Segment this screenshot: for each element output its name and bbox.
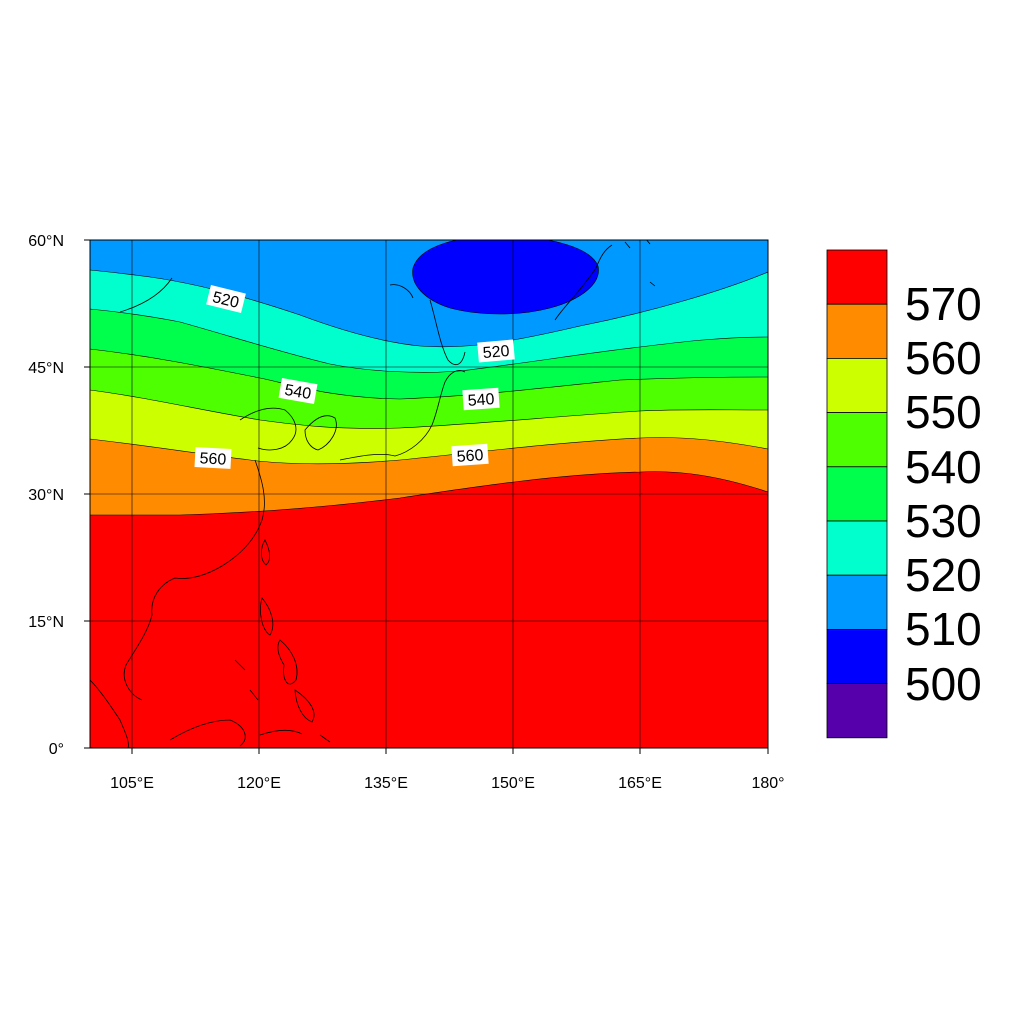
legend-label: 500 bbox=[905, 658, 982, 710]
legend-box-530 bbox=[826, 466, 888, 522]
legend-box-550 bbox=[826, 357, 888, 413]
lat-tick-label: 45°N bbox=[28, 360, 64, 377]
contour-label: 540 bbox=[462, 387, 500, 411]
contour-labels: 520 520 540 540 560 560 bbox=[194, 284, 515, 469]
lat-tick-label: 60°N bbox=[28, 233, 64, 250]
legend-box-520 bbox=[826, 520, 888, 576]
lat-tick-label: 0° bbox=[49, 741, 64, 758]
svg-text:540: 540 bbox=[467, 391, 495, 410]
legend-box-510 bbox=[826, 574, 888, 630]
contour-label: 560 bbox=[194, 447, 232, 469]
legend-label: 510 bbox=[905, 603, 982, 655]
legend-box-540 bbox=[826, 412, 888, 468]
coastlines bbox=[90, 240, 656, 748]
svg-text:560: 560 bbox=[456, 447, 484, 466]
lat-tick-label: 15°N bbox=[28, 614, 64, 631]
lon-tick-label: 135°E bbox=[364, 775, 408, 792]
legend-box-560 bbox=[826, 303, 888, 359]
graticule bbox=[90, 240, 768, 748]
legend-label: 550 bbox=[905, 386, 982, 438]
svg-text:520: 520 bbox=[482, 343, 510, 362]
lat-tick-label: 30°N bbox=[28, 487, 64, 504]
legend-box-570 bbox=[826, 249, 888, 305]
contour-label: 540 bbox=[278, 378, 318, 404]
legend-label: 530 bbox=[905, 495, 982, 547]
map-panel bbox=[90, 240, 768, 748]
lon-tick-label: 120°E bbox=[237, 775, 281, 792]
axis-ticks bbox=[84, 239, 769, 754]
contour-label: 520 bbox=[206, 284, 246, 314]
svg-text:520: 520 bbox=[211, 289, 241, 312]
legend-label: 570 bbox=[905, 278, 982, 330]
color-bar-legend: 570 560 550 540 530 520 510 500 bbox=[826, 249, 982, 739]
legend-box-500 bbox=[826, 629, 888, 685]
legend-label: 520 bbox=[905, 549, 982, 601]
longitude-labels: 105°E 120°E 135°E 150°E 165°E 180° bbox=[110, 775, 784, 792]
band-500 bbox=[412, 240, 599, 314]
contour-label: 560 bbox=[451, 443, 489, 467]
svg-text:540: 540 bbox=[283, 382, 312, 403]
legend-label: 540 bbox=[905, 441, 982, 493]
lon-tick-label: 150°E bbox=[491, 775, 535, 792]
lon-tick-label: 180° bbox=[751, 775, 784, 792]
legend-label: 560 bbox=[905, 332, 982, 384]
contour-label: 520 bbox=[477, 339, 515, 363]
latitude-labels: 0° 15°N 30°N 45°N 60°N bbox=[28, 233, 64, 758]
svg-text:560: 560 bbox=[199, 450, 227, 468]
legend-box-lowest bbox=[826, 683, 888, 739]
lon-tick-label: 165°E bbox=[618, 775, 662, 792]
lon-tick-label: 105°E bbox=[110, 775, 154, 792]
